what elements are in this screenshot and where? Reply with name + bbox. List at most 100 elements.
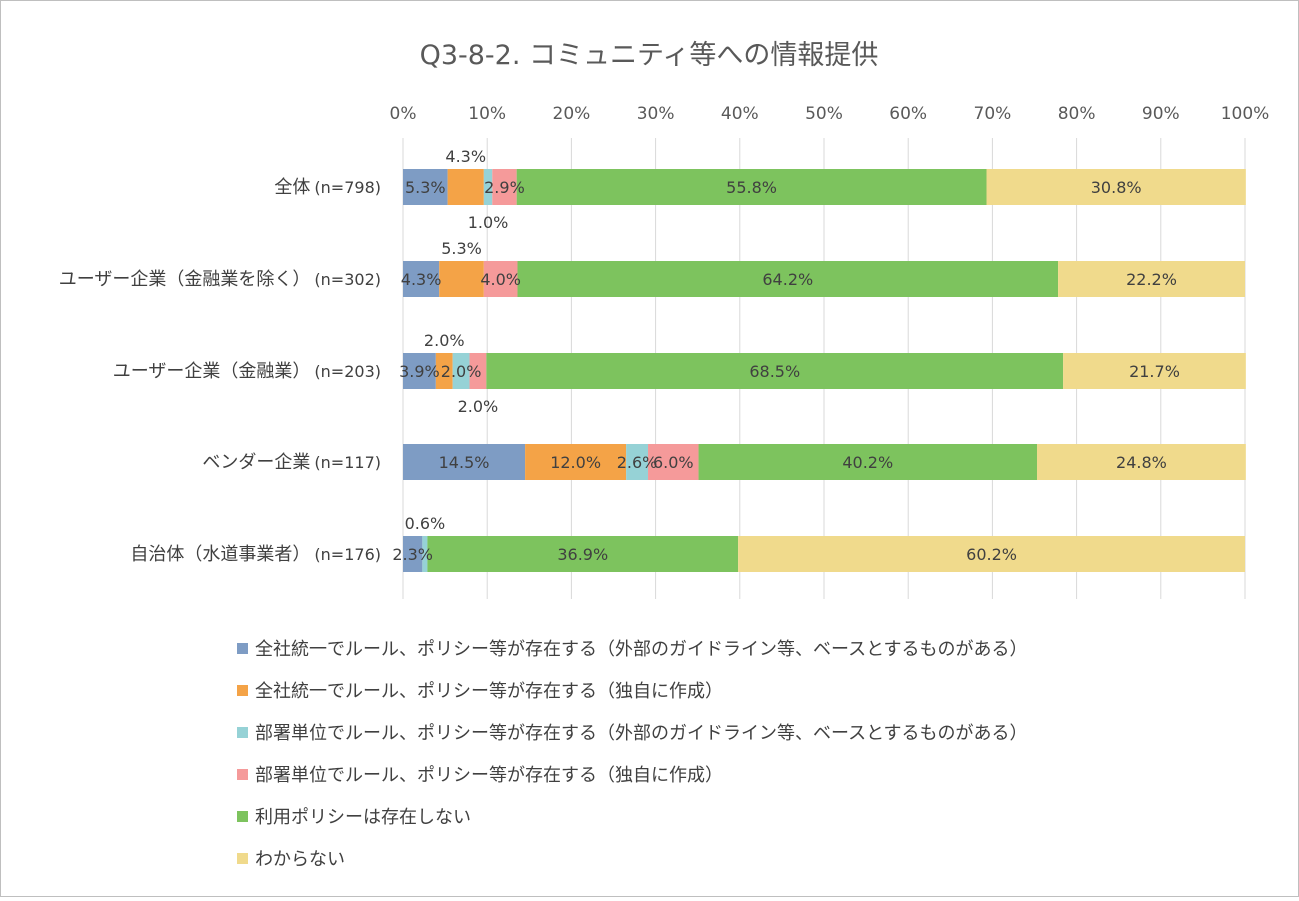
data-label: 12.0% (550, 453, 601, 472)
bar-segment (698, 444, 1038, 480)
data-label: 5.3% (405, 178, 446, 197)
x-tick-label: 10% (468, 104, 506, 124)
data-label: 40.2% (842, 453, 893, 472)
legend-label: わからない (255, 849, 345, 870)
category-label: ユーザー企業（金融業を除く） (n=302) (59, 269, 381, 290)
bar-segment (1058, 261, 1245, 297)
data-label: 21.7% (1129, 362, 1180, 381)
bar-segment (486, 353, 1064, 389)
data-label: 2.0% (458, 397, 499, 416)
bar-segment (435, 353, 453, 389)
data-label: 4.3% (401, 270, 442, 289)
x-tick-label: 50% (805, 104, 843, 124)
bar-segment (1037, 444, 1246, 480)
data-label: 3.9% (399, 362, 440, 381)
category-name: ユーザー企業（金融業） (113, 361, 311, 382)
bar-segment (439, 261, 484, 297)
x-tick-label: 80% (1058, 104, 1096, 124)
x-tick-label: 60% (889, 104, 927, 124)
bar-segment (626, 444, 649, 480)
bar-segment (1063, 353, 1246, 389)
legend-label: 全社統一でルール、ポリシー等が存在する（独自に作成） (255, 681, 723, 702)
legend-swatch (237, 643, 248, 654)
data-label: 14.5% (439, 453, 490, 472)
bar-segment (469, 353, 487, 389)
data-label: 2.0% (441, 362, 482, 381)
category-n: (n=302) (314, 270, 381, 289)
bar-segment (483, 169, 493, 205)
x-tick-label: 100% (1221, 104, 1270, 124)
data-label: 2.0% (424, 331, 465, 350)
bar-segment (403, 169, 448, 205)
legend: 全社統一でルール、ポリシー等が存在する（外部のガイドライン等、ベースとするものが… (237, 639, 1028, 870)
category-labels: 全体 (n=798)ユーザー企業（金融業を除く） (n=302)ユーザー企業（金融業… (59, 177, 381, 565)
bar-segment (525, 444, 627, 480)
bar-segment (492, 169, 517, 205)
data-label: 64.2% (762, 270, 813, 289)
data-label: 0.6% (405, 514, 446, 533)
data-label: 4.3% (445, 147, 486, 166)
data-label: 1.0% (468, 213, 509, 232)
category-n: (n=203) (314, 362, 381, 381)
bars (403, 169, 1246, 572)
legend-label: 部署単位でルール、ポリシー等が存在する（独自に作成） (255, 765, 723, 786)
data-label: 55.8% (726, 178, 777, 197)
x-axis-ticks: 0% 10% 20% 30% 40% 50% 60% 70% 80% 90% 100% (390, 104, 1270, 124)
bar-segment (403, 353, 436, 389)
category-label: ベンダー企業 (n=117) (202, 452, 381, 473)
data-label: 22.2% (1126, 270, 1177, 289)
bar-segment (483, 261, 518, 297)
bar-segment (422, 536, 428, 572)
category-label: 自治体（水道事業者） (n=176) (130, 544, 381, 565)
legend-label: 部署単位でルール、ポリシー等が存在する（外部のガイドライン等、ベースとするものが… (255, 723, 1028, 744)
data-label: 30.8% (1091, 178, 1142, 197)
data-label: 2.9% (484, 178, 525, 197)
category-name: 全体 (274, 177, 310, 198)
legend-swatch (237, 853, 248, 864)
bar-segment (516, 169, 987, 205)
legend-swatch (237, 727, 248, 738)
category-n: (n=117) (314, 453, 381, 472)
x-tick-label: 70% (974, 104, 1012, 124)
category-label: ユーザー企業（金融業） (n=203) (113, 361, 381, 382)
data-label: 2.3% (392, 545, 433, 564)
data-label: 36.9% (557, 545, 608, 564)
legend-label: 全社統一でルール、ポリシー等が存在する（外部のガイドライン等、ベースとするものが… (255, 639, 1028, 660)
category-n: (n=176) (314, 545, 381, 564)
legend-swatch (237, 685, 248, 696)
data-labels: 5.3% 4.3% 1.0% 2.9% 55.8% 30.8% 4.3% 5.3% 4.0% 64… (392, 147, 1180, 564)
legend-swatch (237, 769, 248, 780)
data-label: 2.6% (617, 453, 658, 472)
x-tick-label: 40% (721, 104, 759, 124)
data-label: 60.2% (966, 545, 1017, 564)
category-name: ベンダー企業 (202, 452, 310, 473)
bar-segment (447, 169, 484, 205)
data-label: 24.8% (1116, 453, 1167, 472)
bar-segment (517, 261, 1059, 297)
data-label: 6.0% (653, 453, 694, 472)
x-tick-label: 30% (637, 104, 675, 124)
x-tick-label: 20% (553, 104, 591, 124)
bar-segment (403, 261, 440, 297)
legend-label: 利用ポリシーは存在しない (255, 807, 471, 828)
x-tick-label: 0% (390, 104, 417, 124)
legend-swatch (237, 811, 248, 822)
bar-segment (738, 536, 1245, 572)
x-tick-label: 90% (1142, 104, 1180, 124)
category-name: ユーザー企業（金融業を除く） (59, 269, 311, 290)
data-label: 4.0% (480, 270, 521, 289)
category-n: (n=798) (314, 178, 381, 197)
bar-segment (648, 444, 699, 480)
bar-segment (427, 536, 739, 572)
bar-segment (403, 444, 526, 480)
data-label: 5.3% (441, 239, 482, 258)
bar-segment (452, 353, 470, 389)
bar-segment (986, 169, 1246, 205)
chart-title: Q3-8-2. コミュニティ等への情報提供 (420, 40, 879, 71)
category-label: 全体 (n=798) (274, 177, 381, 198)
bar-segment (403, 536, 423, 572)
category-name: 自治体（水道事業者） (130, 544, 310, 565)
data-label: 68.5% (749, 362, 800, 381)
